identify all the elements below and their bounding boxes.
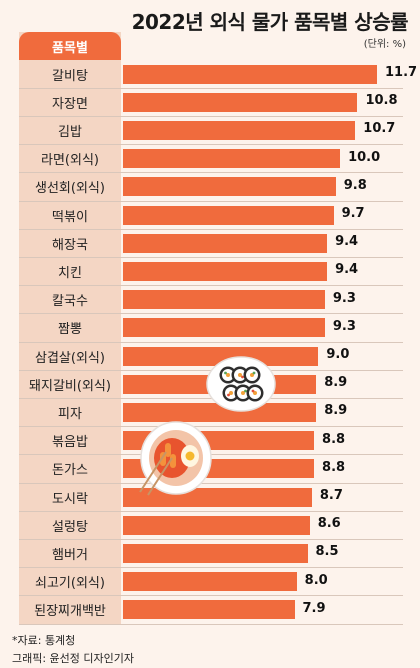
category-label: 햄버거 bbox=[52, 547, 88, 563]
category-label: 된장찌개백반 bbox=[34, 604, 106, 620]
unit-label: (단위: %) bbox=[363, 39, 406, 50]
value-label: 8.8 bbox=[322, 459, 346, 475]
value-label: 9.8 bbox=[343, 177, 367, 193]
category-label: 도시락 bbox=[52, 491, 88, 507]
bar bbox=[123, 92, 358, 112]
row-divider bbox=[19, 595, 403, 597]
category-label: 피자 bbox=[58, 406, 82, 422]
row-divider bbox=[19, 482, 403, 484]
value-label: 11.7 bbox=[385, 65, 418, 80]
bar bbox=[123, 318, 325, 338]
row-divider bbox=[19, 538, 403, 540]
category-label: 삼겹살(외식) bbox=[35, 350, 105, 366]
value-label: 8.6 bbox=[317, 516, 341, 532]
category-label: 떡볶이 bbox=[52, 209, 88, 225]
value-label: 10.0 bbox=[348, 149, 381, 165]
bar bbox=[123, 233, 328, 253]
category-label: 쇠고기(외식) bbox=[35, 576, 105, 592]
category-column bbox=[19, 32, 121, 624]
bar-chart: 품목별 갈비탕 11.7 자장면 10.8 김밥 10.7 라면(외식) 10.0 생선회(외식… bbox=[19, 32, 417, 625]
bar bbox=[123, 120, 356, 140]
bar bbox=[123, 346, 319, 366]
value-label: 10.7 bbox=[363, 121, 396, 137]
column-header: 품목별 bbox=[19, 32, 121, 60]
category-label: 돈가스 bbox=[52, 463, 88, 479]
row-divider bbox=[19, 256, 403, 258]
category-label: 치킨 bbox=[58, 265, 82, 281]
row-divider bbox=[19, 144, 403, 146]
value-label: 10.8 bbox=[365, 93, 398, 109]
row-divider bbox=[19, 87, 403, 89]
row-divider bbox=[19, 285, 403, 287]
category-label: 라면(외식) bbox=[41, 153, 99, 169]
bar bbox=[123, 515, 310, 535]
category-label: 돼지갈비(외식) bbox=[29, 378, 111, 394]
row-divider bbox=[19, 313, 403, 315]
value-label: 8.8 bbox=[322, 431, 346, 447]
gimbap-plate-icon bbox=[206, 356, 276, 412]
category-label: 해장국 bbox=[52, 237, 88, 253]
row-divider bbox=[19, 172, 403, 174]
row-divider bbox=[19, 228, 403, 230]
value-label: 8.0 bbox=[304, 572, 328, 588]
value-label: 9.3 bbox=[332, 290, 356, 306]
value-label: 8.9 bbox=[324, 403, 348, 419]
row-divider bbox=[19, 200, 403, 202]
graphic-credit: 그래픽: 윤선정 디자인기자 bbox=[12, 652, 135, 665]
tteokbokki-skewer-plate-icon bbox=[139, 421, 212, 496]
bar bbox=[123, 261, 328, 281]
chart-title: 2022년 외식 물가 품목별 상승률 bbox=[131, 10, 409, 34]
bar bbox=[123, 543, 308, 563]
source-note: *자료: 통계청 bbox=[12, 634, 76, 647]
row-divider bbox=[19, 397, 403, 399]
category-label: 갈비탕 bbox=[52, 68, 88, 84]
category-label: 볶음밥 bbox=[52, 435, 88, 451]
row-divider bbox=[19, 341, 403, 343]
row-divider bbox=[19, 510, 403, 512]
category-label: 짬뽕 bbox=[58, 322, 82, 338]
row-divider bbox=[19, 426, 403, 428]
value-label: 9.0 bbox=[326, 347, 350, 362]
category-label: 김밥 bbox=[58, 124, 82, 140]
bar bbox=[123, 600, 295, 620]
row-divider bbox=[19, 567, 403, 569]
bar bbox=[123, 290, 325, 310]
value-label: 9.4 bbox=[335, 234, 359, 250]
value-label: 9.3 bbox=[332, 318, 356, 334]
category-label: 생선회(외식) bbox=[35, 181, 105, 197]
category-label: 자장면 bbox=[52, 96, 88, 112]
bar bbox=[123, 177, 336, 197]
value-label: 7.9 bbox=[302, 600, 326, 616]
value-label: 8.9 bbox=[324, 375, 348, 391]
bar bbox=[123, 205, 334, 225]
bar bbox=[123, 64, 377, 84]
value-label: 9.4 bbox=[335, 262, 359, 278]
value-label: 8.7 bbox=[319, 488, 343, 503]
category-label: 칼국수 bbox=[52, 294, 88, 310]
row-divider bbox=[19, 623, 403, 625]
bar bbox=[123, 572, 297, 592]
category-label: 설렁탕 bbox=[52, 519, 88, 535]
row-divider bbox=[19, 115, 403, 117]
value-label: 9.7 bbox=[341, 206, 365, 221]
bar bbox=[123, 149, 341, 169]
value-label: 8.5 bbox=[315, 544, 339, 560]
bar bbox=[123, 402, 317, 422]
